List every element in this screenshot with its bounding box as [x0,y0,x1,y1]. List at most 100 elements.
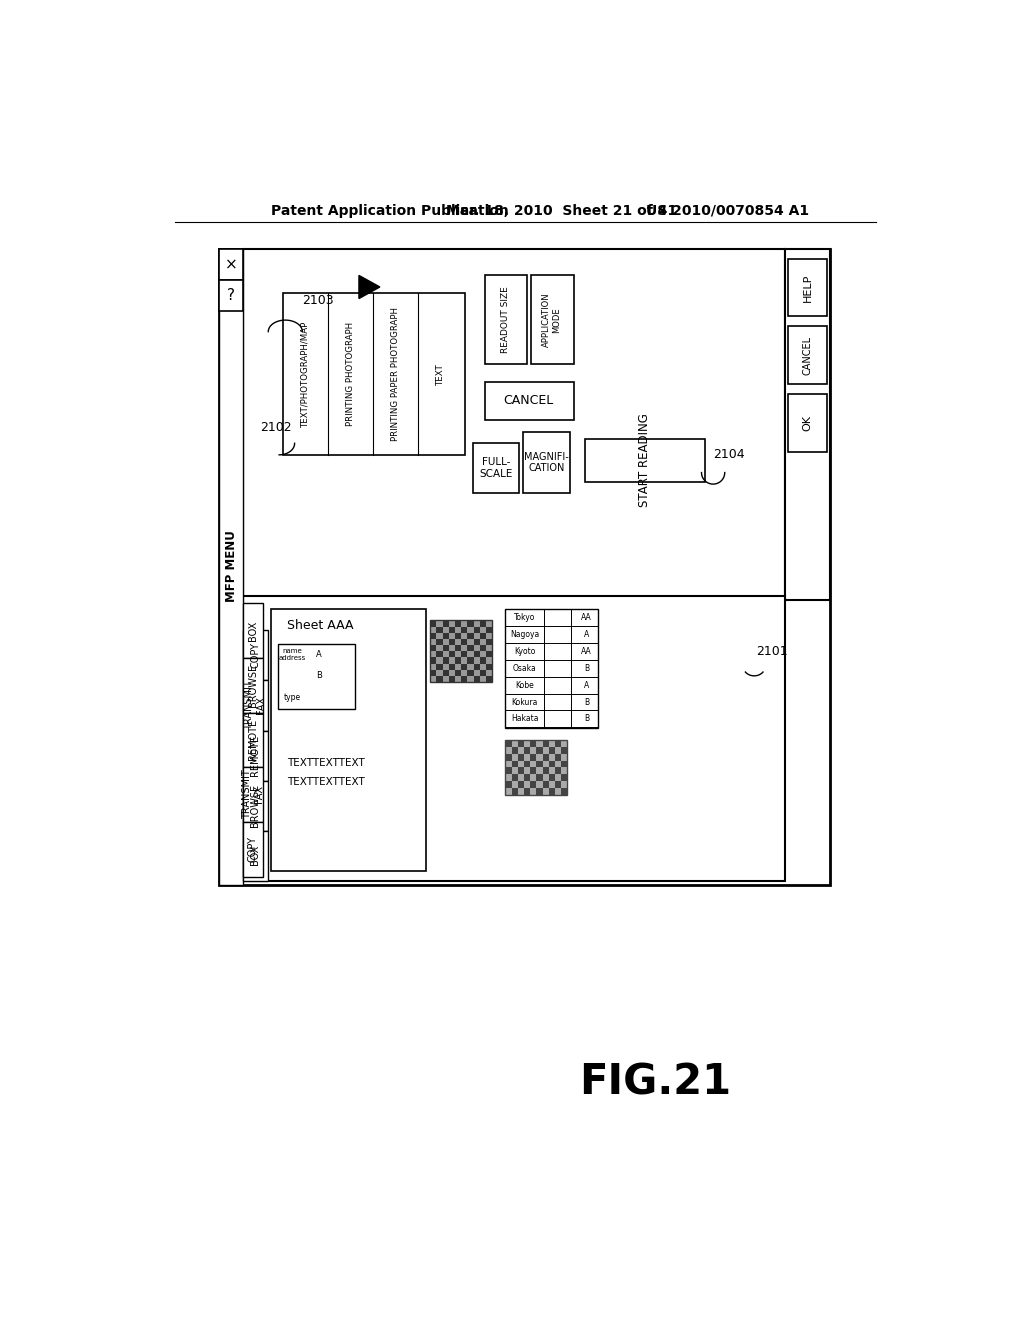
Bar [243,603,263,659]
Bar [480,651,486,657]
Text: Kokura: Kokura [512,697,538,706]
Bar [537,781,543,788]
Bar [243,767,263,822]
Bar [486,664,493,669]
Bar [219,280,243,312]
Bar [530,788,537,795]
Bar [461,639,467,645]
Bar [467,627,474,632]
Bar [486,620,493,627]
Text: APPLICATION
MODE: APPLICATION MODE [543,293,561,347]
Bar [455,645,461,651]
Bar [430,639,436,645]
Bar [530,760,537,767]
Bar [442,627,449,632]
Text: Sheet AAA: Sheet AAA [287,619,353,632]
Bar [512,781,518,788]
Bar [449,669,455,676]
Bar [449,645,455,651]
Bar [436,632,442,639]
Bar [442,632,449,639]
Text: TRANSMIT
FAX: TRANSMIT FAX [245,680,266,730]
Bar [442,664,449,669]
Text: COPY: COPY [248,836,258,862]
Bar [436,645,442,651]
Bar [512,788,518,795]
Bar [549,739,555,747]
Bar [480,664,486,669]
Text: OK: OK [803,416,813,432]
Text: US 2010/0070854 A1: US 2010/0070854 A1 [646,203,809,218]
Text: REMOTE: REMOTE [248,719,258,760]
Bar [506,788,512,795]
Bar [506,739,512,747]
Bar [243,681,268,730]
Text: Kobe: Kobe [515,681,535,689]
Bar [530,739,537,747]
Bar [555,760,561,767]
Bar [530,781,537,788]
Text: B: B [315,672,322,680]
Text: 2104: 2104 [713,449,744,462]
Bar [467,657,474,664]
Bar [474,639,480,645]
Bar [524,739,530,747]
Bar [788,326,827,384]
Bar [480,669,486,676]
Bar [474,669,480,676]
Text: CANCEL: CANCEL [803,337,813,375]
Text: BOX: BOX [248,620,258,640]
Bar [549,767,555,775]
Text: REMOTE: REMOTE [250,735,260,776]
Text: START READING: START READING [638,413,651,507]
Bar [512,760,518,767]
Bar [219,249,243,884]
Bar [524,760,530,767]
Bar [486,676,493,682]
Bar [561,760,567,767]
Text: CANCEL: CANCEL [504,395,554,408]
Text: B: B [585,664,590,673]
Bar [430,651,436,657]
Bar [243,730,268,780]
Bar [430,620,493,682]
Bar [243,830,268,880]
Bar [430,676,436,682]
Text: TEXT: TEXT [436,363,444,385]
Bar [484,381,573,420]
Bar [474,651,480,657]
Bar [524,767,530,775]
Text: PRINTING PHOTOGRAPH: PRINTING PHOTOGRAPH [346,322,355,426]
Bar [549,760,555,767]
Bar [283,293,465,455]
Bar [518,754,524,760]
Bar [530,775,537,781]
Text: type: type [284,693,301,702]
Text: name
address: name address [279,648,306,661]
Bar [518,775,524,781]
Bar [788,395,827,451]
Bar [543,775,549,781]
Bar [436,620,442,627]
Bar [430,620,436,627]
Bar [474,645,480,651]
Bar [467,639,474,645]
Bar [461,651,467,657]
Bar [436,664,442,669]
Bar [561,781,567,788]
Bar [442,651,449,657]
Bar [243,713,263,767]
Bar [271,609,426,871]
Text: 2103: 2103 [302,294,334,308]
Bar [467,645,474,651]
Bar [461,632,467,639]
Bar [455,639,461,645]
Bar [523,432,569,494]
Bar [555,767,561,775]
Bar [537,767,543,775]
Bar [442,645,449,651]
Bar [512,775,518,781]
Bar [436,627,442,632]
Bar [555,739,561,747]
Bar [484,276,527,364]
